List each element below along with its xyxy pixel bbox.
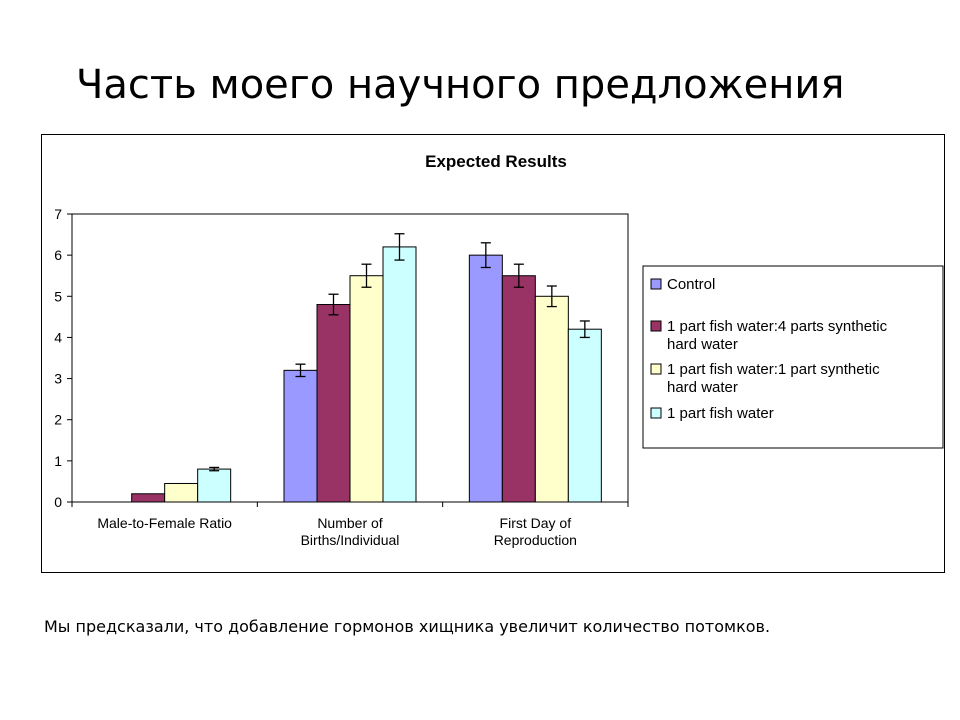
legend-label: Control — [667, 276, 715, 293]
bar — [131, 493, 166, 503]
legend-label: hard water — [667, 336, 738, 353]
legend-box — [642, 265, 944, 449]
bar — [501, 275, 536, 503]
bar — [567, 328, 602, 503]
bar — [316, 304, 351, 503]
y-tick-label: 5 — [54, 288, 62, 304]
bar — [164, 482, 199, 503]
bar — [349, 275, 384, 503]
chart-title: Expected Results — [425, 152, 567, 171]
bar — [197, 468, 232, 503]
chart-frame: Expected Results 0 1 2 3 4 5 6 7 Male-to-Female … — [41, 134, 945, 573]
bar — [534, 295, 569, 503]
x-category-label: Reproduction — [494, 532, 577, 548]
legend-swatch — [650, 320, 662, 332]
legend-label: 1 part fish water:1 part synthetic — [667, 361, 880, 378]
expected-results-chart: Expected Results 0 1 2 3 4 5 6 7 Male-to-Female … — [54, 152, 944, 548]
y-tick-label: 2 — [54, 412, 62, 428]
bar — [382, 246, 417, 503]
legend-swatch — [650, 407, 662, 419]
y-tick-label: 1 — [54, 453, 62, 469]
legend-label: 1 part fish water — [667, 405, 774, 422]
legend-label: hard water — [667, 379, 738, 396]
slide-caption: Мы предсказали, что добавление гормонов … — [44, 617, 771, 636]
y-tick-label: 4 — [54, 329, 62, 345]
y-tick-label: 0 — [54, 494, 62, 510]
legend-label: 1 part fish water:4 parts synthetic — [667, 318, 888, 335]
y-tick-label: 7 — [54, 206, 62, 222]
x-category-label: First Day of — [500, 515, 572, 531]
y-tick-label: 3 — [54, 371, 62, 387]
x-category-label: Male-to-Female Ratio — [97, 515, 232, 531]
plot-area: 0 1 2 3 4 5 6 7 Male-to-Female Ratio Number ofBir… — [54, 206, 629, 548]
legend-swatch — [650, 363, 662, 375]
y-tick-label: 6 — [54, 247, 62, 263]
legend-swatch — [650, 278, 662, 290]
bar — [283, 369, 318, 503]
x-category-label: Number of — [317, 515, 382, 531]
legend: Control 1 part fish water:4 parts synthet… — [642, 265, 944, 449]
x-category-label: Births/Individual — [301, 532, 400, 548]
bar — [468, 254, 503, 503]
slide-title: Часть моего научного предложения — [76, 62, 845, 108]
